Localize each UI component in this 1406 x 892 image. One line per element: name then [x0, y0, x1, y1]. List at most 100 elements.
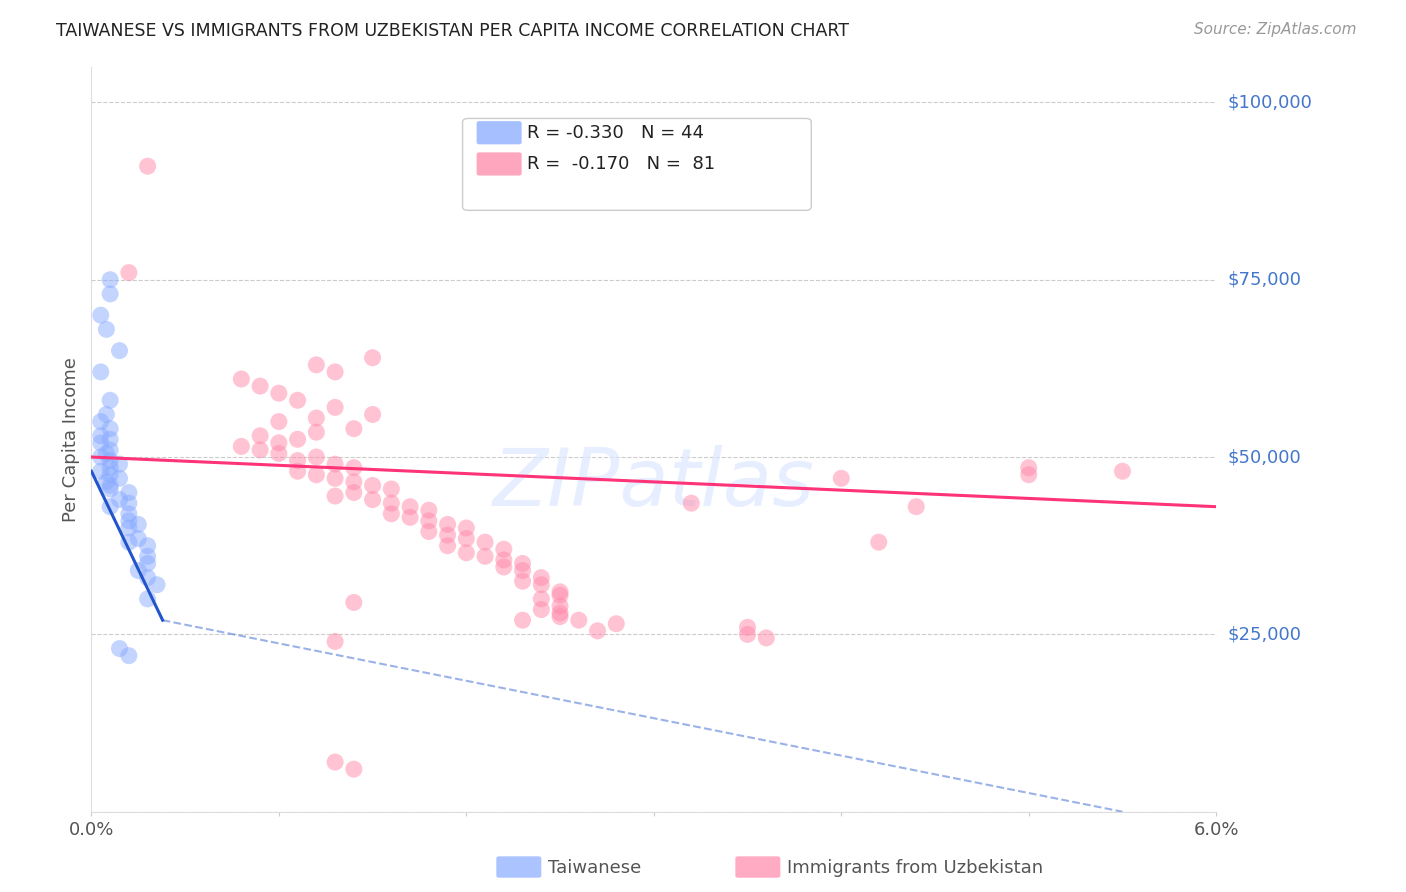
- Point: [568, 613, 591, 627]
- Point: [323, 365, 346, 379]
- Point: [305, 467, 328, 482]
- Point: [98, 478, 121, 492]
- Point: [456, 532, 478, 546]
- Point: [305, 425, 328, 440]
- Point: [737, 627, 759, 641]
- Text: Immigrants from Uzbekistan: Immigrants from Uzbekistan: [787, 859, 1043, 877]
- Point: [108, 457, 131, 471]
- Point: [118, 514, 141, 528]
- Point: [231, 439, 253, 453]
- Point: [905, 500, 928, 514]
- Point: [287, 433, 309, 447]
- Point: [323, 489, 346, 503]
- Point: [267, 415, 290, 429]
- Point: [512, 574, 534, 589]
- Point: [492, 542, 515, 557]
- Point: [530, 602, 553, 616]
- Point: [512, 557, 534, 571]
- Point: [1018, 460, 1040, 475]
- Point: [98, 393, 121, 408]
- Point: [146, 578, 169, 592]
- Point: [231, 372, 253, 386]
- Point: [492, 560, 515, 574]
- Point: [305, 450, 328, 464]
- Point: [361, 351, 384, 365]
- Point: [474, 549, 496, 564]
- Point: [1111, 464, 1133, 478]
- Point: [118, 648, 141, 663]
- Point: [305, 411, 328, 425]
- Point: [343, 762, 366, 776]
- Point: [361, 492, 384, 507]
- Point: [323, 471, 346, 485]
- Point: [530, 591, 553, 606]
- Point: [96, 475, 118, 489]
- Point: [127, 564, 149, 578]
- Point: [118, 521, 141, 535]
- Text: $50,000: $50,000: [1227, 448, 1301, 466]
- Point: [118, 485, 141, 500]
- Point: [98, 442, 121, 457]
- Point: [118, 496, 141, 510]
- Point: [287, 453, 309, 467]
- Point: [287, 464, 309, 478]
- Point: [474, 535, 496, 549]
- Point: [249, 429, 271, 443]
- Point: [98, 500, 121, 514]
- Point: [98, 467, 121, 482]
- Point: [548, 599, 571, 613]
- Point: [136, 557, 159, 571]
- Point: [436, 539, 458, 553]
- Point: [548, 606, 571, 620]
- Point: [512, 613, 534, 627]
- Point: [118, 266, 141, 280]
- Point: [323, 634, 346, 648]
- Point: [605, 616, 627, 631]
- Point: [136, 539, 159, 553]
- Point: [323, 401, 346, 415]
- Point: [456, 546, 478, 560]
- Point: [418, 514, 440, 528]
- Point: [830, 471, 852, 485]
- Point: [108, 641, 131, 656]
- Point: [361, 478, 384, 492]
- Point: [90, 308, 112, 322]
- Point: [436, 517, 458, 532]
- Point: [399, 500, 422, 514]
- Point: [755, 631, 778, 645]
- Point: [436, 528, 458, 542]
- Point: [323, 755, 346, 769]
- Point: [399, 510, 422, 524]
- Point: [108, 492, 131, 507]
- Point: [90, 450, 112, 464]
- Text: R = -0.330   N = 44: R = -0.330 N = 44: [527, 124, 704, 142]
- Point: [868, 535, 890, 549]
- Point: [249, 442, 271, 457]
- Point: [267, 446, 290, 460]
- Point: [90, 429, 112, 443]
- Point: [305, 358, 328, 372]
- Point: [98, 482, 121, 496]
- Point: [96, 446, 118, 460]
- Point: [90, 464, 112, 478]
- Point: [90, 365, 112, 379]
- Point: [512, 564, 534, 578]
- Point: [343, 485, 366, 500]
- Point: [136, 591, 159, 606]
- Y-axis label: Per Capita Income: Per Capita Income: [62, 357, 80, 522]
- Point: [90, 435, 112, 450]
- Text: $100,000: $100,000: [1227, 94, 1312, 112]
- Point: [118, 507, 141, 521]
- Point: [548, 609, 571, 624]
- Point: [343, 475, 366, 489]
- Point: [118, 535, 141, 549]
- Point: [96, 408, 118, 422]
- Point: [98, 273, 121, 287]
- Point: [456, 521, 478, 535]
- Point: [267, 435, 290, 450]
- Point: [287, 393, 309, 408]
- Point: [343, 422, 366, 436]
- Point: [323, 457, 346, 471]
- Point: [96, 322, 118, 336]
- Point: [418, 503, 440, 517]
